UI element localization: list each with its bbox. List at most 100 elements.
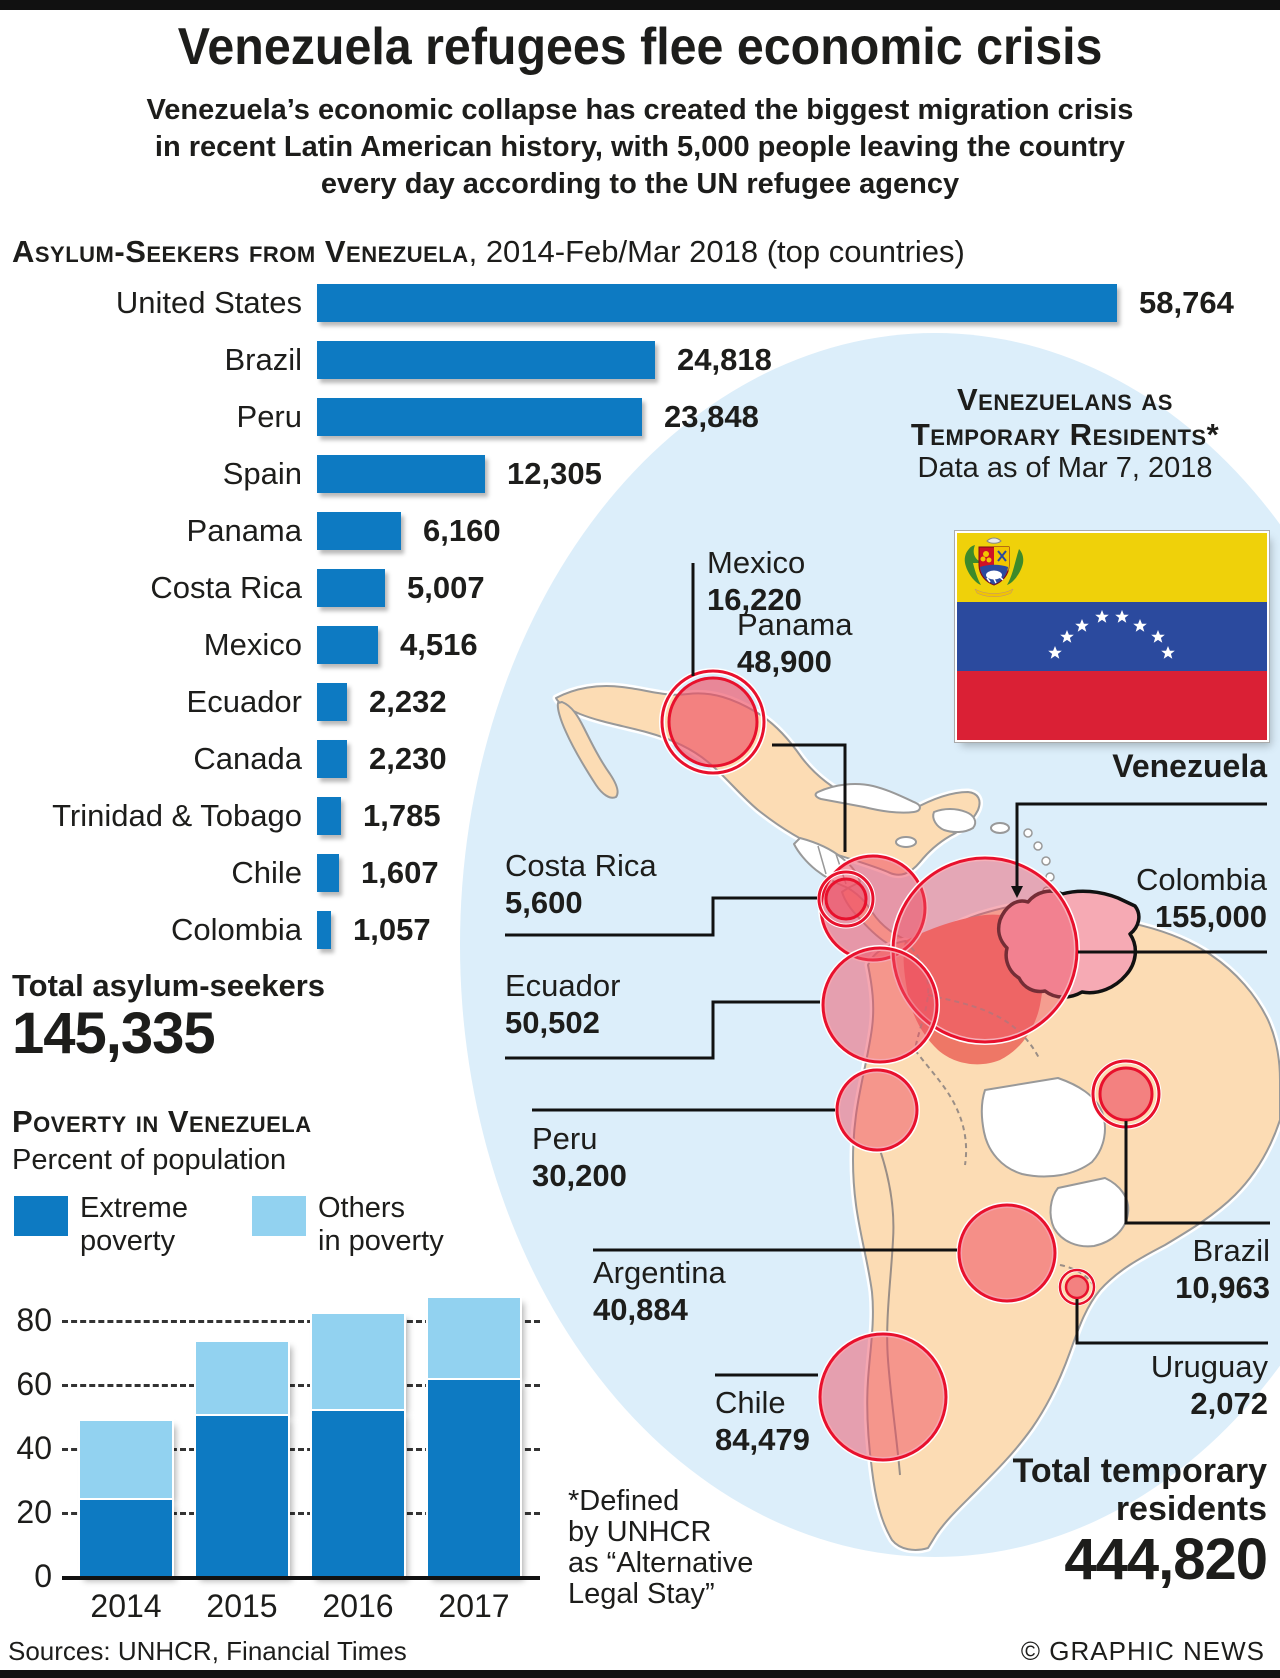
asylum-row-spain: Spain 12,305 (0, 455, 1280, 493)
asylum-bar (317, 854, 339, 892)
asylum-total-value: 145,335 (12, 1001, 216, 1066)
bubble-brazil (1090, 1058, 1162, 1130)
map-footnote: *Defined by UNHCR as “Alternative Legal … (568, 1485, 754, 1610)
asylum-row-united-states: United States 58,764 (0, 284, 1280, 322)
poverty-baseline (62, 1576, 540, 1580)
callout-venezuela (1015, 802, 1267, 886)
credit-text: © GRAPHIC NEWS (1020, 1636, 1265, 1666)
poverty-gridline-40 (62, 1448, 540, 1451)
legend-label-extreme: Extreme poverty (80, 1192, 188, 1257)
asylum-heading-main: Asylum-Seekers from Venezuela (12, 234, 469, 269)
bubble-peru (834, 1067, 920, 1153)
callout-lines (505, 563, 1270, 1377)
map-label-venezuela: Venezuela (1112, 748, 1267, 784)
asylum-total-label: Total asylum-seekers (12, 968, 326, 1003)
map-label-argentina: Argentina (593, 1255, 726, 1290)
poverty-gridline-20 (62, 1512, 540, 1515)
puerto-rico (990, 822, 1010, 834)
map-value-uruguay: 2,072 (1190, 1386, 1268, 1421)
callout-uruguay (1075, 1299, 1268, 1345)
asylum-bar (317, 569, 385, 607)
poverty-gridline-60 (62, 1384, 540, 1387)
cuba (814, 783, 921, 814)
poverty-xtick-2015: 2015 (206, 1588, 278, 1624)
poverty-bar-others-2016 (312, 1314, 404, 1409)
bubble-ecuador (820, 945, 940, 1065)
map-value-ecuador: 50,502 (505, 1005, 600, 1040)
hispaniola (932, 808, 977, 834)
asylum-bar (317, 284, 1117, 322)
jamaica (895, 836, 917, 848)
poverty-ytick-60: 60 (16, 1366, 52, 1402)
poverty-ytick-80: 80 (16, 1302, 52, 1338)
map-title: Venezuelans as Temporary Residents* (855, 382, 1275, 452)
asylum-bar-value: 24,818 (677, 342, 772, 377)
asylum-bar-value: 58,764 (1139, 285, 1234, 320)
country-bolivia (980, 1077, 1106, 1178)
callout-ecuador (505, 1000, 820, 1060)
poverty-chart-title: Poverty in Venezuela (12, 1104, 312, 1139)
asylum-bar-value: 12,305 (507, 456, 602, 491)
asylum-bar (317, 341, 655, 379)
flag-coat-of-arms (964, 537, 1024, 597)
poverty-xtick-2016: 2016 (322, 1588, 394, 1624)
asylum-row-costa-rica: Costa Rica 5,007 (0, 569, 1280, 607)
asylum-bar-value: 1,607 (361, 855, 439, 890)
map-value-colombia: 155,000 (1154, 899, 1267, 934)
map-label-costarica: Costa Rica (505, 848, 657, 883)
asylum-bar-label: Ecuador (186, 684, 302, 719)
flag-blue-stripe (957, 602, 1267, 671)
asylum-bar (317, 512, 401, 550)
asylum-bar-value: 2,232 (369, 684, 447, 719)
bubble-uruguay (1058, 1268, 1096, 1306)
map-title-line1: Venezuelans as (957, 382, 1173, 417)
map-label-colombia: Colombia (1136, 862, 1267, 897)
asylum-row-chile: Chile 1,607 (0, 854, 1280, 892)
asylum-row-ecuador: Ecuador 2,232 (0, 683, 1280, 721)
poverty-ytick-40: 40 (16, 1430, 52, 1466)
bottom-rule (0, 1670, 1280, 1678)
map-value-peru: 30,200 (532, 1158, 627, 1193)
map-label-panama: Panama (737, 607, 853, 642)
bubble-costarica (816, 869, 876, 929)
asylum-bar-label: Canada (193, 741, 302, 776)
poverty-ytick-0: 0 (34, 1558, 52, 1594)
sources-text: Sources: UNHCR, Financial Times (8, 1636, 407, 1666)
total-temporary-label-2: residents (1115, 1490, 1267, 1528)
map-value-chile: 84,479 (715, 1422, 810, 1457)
legend-swatch-others (252, 1196, 306, 1236)
asylum-bar-label: Mexico (203, 627, 302, 662)
callout-brazil (1124, 1121, 1270, 1225)
asylum-bar-label: Panama (186, 513, 302, 548)
venezuela-arrowhead (1011, 886, 1023, 898)
asylum-row-brazil: Brazil 24,818 (0, 341, 1280, 379)
map-value-panama: 48,900 (737, 644, 832, 679)
baja-peninsula (556, 701, 619, 799)
asylum-chart-heading: Asylum-Seekers from Venezuela, 2014-Feb/… (12, 234, 1268, 270)
map-subtitle: Data as of Mar 7, 2018 (917, 452, 1213, 484)
asylum-bar-value: 5,007 (407, 570, 485, 605)
asylum-bar-value: 1,785 (363, 798, 441, 833)
asylum-row-mexico: Mexico 4,516 (0, 626, 1280, 664)
asylum-bar-label: Peru (236, 399, 302, 434)
asylum-bar-label: Colombia (171, 912, 302, 947)
asylum-row-colombia: Colombia 1,057 (0, 911, 1280, 949)
map-title-line2: Temporary Residents* (910, 417, 1220, 452)
poverty-bar-extreme-2016 (312, 1411, 404, 1576)
total-temporary-label-1: Total temporary (1012, 1452, 1267, 1490)
venezuela-flag (957, 533, 1267, 740)
asylum-row-panama: Panama 6,160 (0, 512, 1280, 550)
poverty-gridline-80 (62, 1320, 540, 1323)
map-label-peru: Peru (532, 1121, 598, 1156)
poverty-chart-subtitle: Percent of population (12, 1144, 287, 1176)
asylum-bar (317, 455, 485, 493)
page-title: Venezuela refugees flee economic crisis (177, 18, 1103, 76)
legend-swatch-extreme (14, 1196, 68, 1236)
map-value-mexico: 16,220 (707, 582, 802, 617)
map-value-costarica: 5,600 (505, 885, 583, 920)
asylum-bar-chart: United States 58,764 Brazil 24,818 Peru 23,84… (0, 284, 1280, 954)
asylum-bar (317, 683, 347, 721)
asylum-bar-value: 1,057 (353, 912, 431, 947)
asylum-bar-label: Spain (222, 456, 302, 491)
